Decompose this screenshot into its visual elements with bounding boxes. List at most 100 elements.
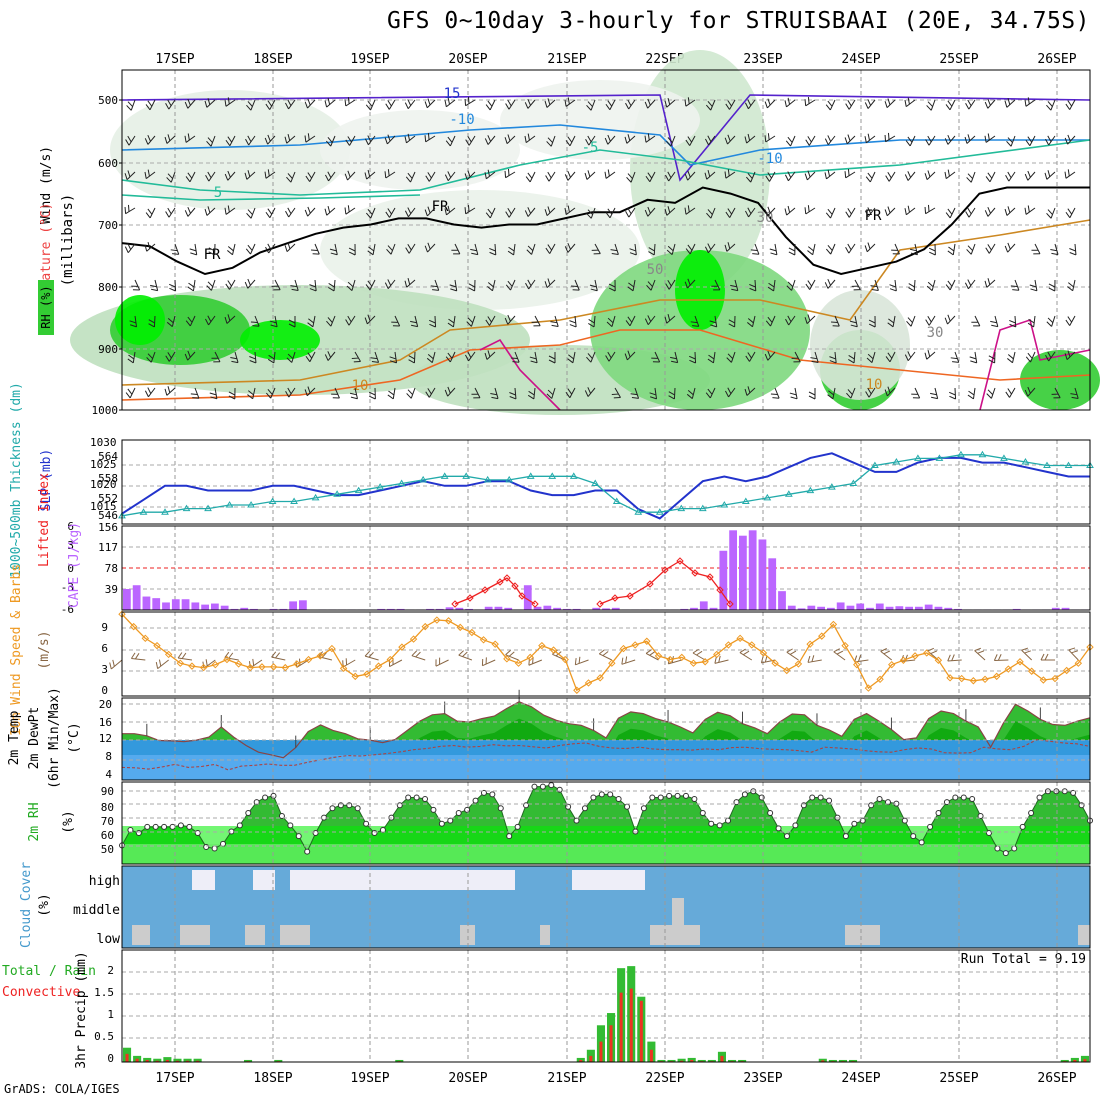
wind-barb — [984, 98, 996, 109]
barb-staff — [754, 279, 757, 292]
barb-flag — [1027, 170, 1031, 178]
barb-flag — [587, 209, 593, 215]
surface-wind-barb — [435, 657, 449, 667]
rh-marker — [767, 809, 774, 816]
barb-flag — [407, 99, 412, 106]
rh-marker — [826, 797, 833, 804]
barb-flag — [784, 208, 788, 216]
barb-flag — [467, 96, 470, 104]
lifted-index-marker — [466, 594, 474, 602]
barb-staff — [348, 315, 356, 326]
wind-barb — [548, 352, 556, 364]
cape-bar — [152, 598, 161, 610]
barb-staff — [533, 387, 536, 399]
barb-staff — [710, 207, 716, 219]
thickness-marker — [505, 475, 514, 483]
barb-flag — [406, 393, 412, 399]
barb-staff — [468, 351, 476, 362]
rh-marker — [337, 802, 344, 809]
barb-flag — [529, 356, 537, 360]
wind-barb — [144, 241, 156, 252]
barb-flag — [1068, 647, 1076, 651]
barb-flag — [985, 176, 991, 183]
barb-staff — [794, 387, 798, 399]
low-cloud-patch — [845, 925, 880, 945]
wind-barb — [164, 134, 176, 144]
barb-flag — [884, 389, 888, 397]
chart-title: GFS 0~10day 3-hourly for STRUISBAAI (20E… — [386, 8, 1090, 34]
barb-flag — [364, 650, 371, 657]
barb-flag — [246, 212, 252, 219]
total-precip-bar — [818, 1058, 827, 1062]
wind-speed-marker — [1051, 674, 1059, 683]
barb-flag — [887, 322, 894, 328]
barb-flag — [845, 247, 850, 254]
wind-barb — [584, 170, 596, 180]
rh-marker — [598, 791, 605, 798]
barb-flag — [209, 392, 217, 396]
barb-staff — [354, 351, 361, 362]
wind-barb — [484, 350, 496, 360]
barb-staff — [454, 243, 461, 255]
barb-flag — [267, 243, 272, 250]
barb-staff — [674, 351, 679, 363]
barb-staff — [427, 243, 436, 253]
wind-barb — [464, 170, 476, 181]
rh-marker — [329, 805, 336, 812]
wind-barb — [286, 171, 296, 183]
barb-flag — [891, 249, 898, 251]
wind-barb — [124, 243, 136, 253]
wind-barb — [665, 171, 676, 182]
total-precip-bar — [677, 1058, 686, 1062]
barb-flag — [487, 208, 493, 215]
barb-flag — [485, 319, 490, 326]
precip-tick-label: 1 — [107, 1008, 114, 1021]
date-label-top: 24SEP — [841, 52, 880, 67]
wind-speed-marker — [1039, 676, 1048, 684]
barb-flag — [265, 392, 272, 399]
rh-marker — [295, 833, 302, 840]
barb-staff — [392, 387, 396, 399]
surface-wind-barb — [645, 649, 659, 661]
barb-flag — [548, 359, 556, 364]
cape-bar — [465, 608, 473, 610]
barb-flag — [824, 172, 827, 180]
rh-marker — [565, 803, 572, 810]
barb-flag — [593, 253, 601, 255]
barb-staff — [374, 351, 380, 363]
barb-flag — [769, 248, 777, 252]
rh-side-label: RH (%) — [39, 285, 53, 328]
barb-flag — [567, 243, 571, 250]
wind-barb — [967, 387, 976, 400]
barb-flag — [849, 320, 857, 324]
barb-flag — [531, 321, 539, 323]
barb-flag — [328, 283, 335, 288]
wind-barb — [208, 243, 216, 256]
barb-flag — [887, 206, 891, 214]
wind-barb — [326, 315, 336, 327]
barb-flag — [947, 100, 953, 107]
wind-barb — [526, 243, 536, 255]
barb-staff — [614, 387, 621, 398]
barb-flag — [704, 138, 709, 146]
barb-flag — [967, 207, 972, 215]
barb-flag — [267, 208, 273, 215]
barb-staff — [812, 243, 816, 255]
pressure-panel-frame — [121, 439, 1091, 525]
barb-flag — [927, 647, 935, 652]
wind-barb — [864, 242, 876, 253]
wind-barb — [705, 99, 716, 111]
barb-flag — [468, 287, 475, 292]
barb-staff — [194, 387, 200, 399]
wind-barb — [184, 207, 196, 217]
barb-flag — [444, 100, 447, 107]
wind-barb — [125, 387, 136, 399]
rh-tick-label: 60 — [101, 829, 114, 842]
barb-staff — [945, 171, 956, 180]
cape-bar — [435, 608, 444, 610]
barb-staff — [901, 659, 916, 662]
wind-barb — [525, 171, 536, 183]
wind-barb — [764, 206, 776, 217]
barb-flag — [668, 391, 675, 396]
